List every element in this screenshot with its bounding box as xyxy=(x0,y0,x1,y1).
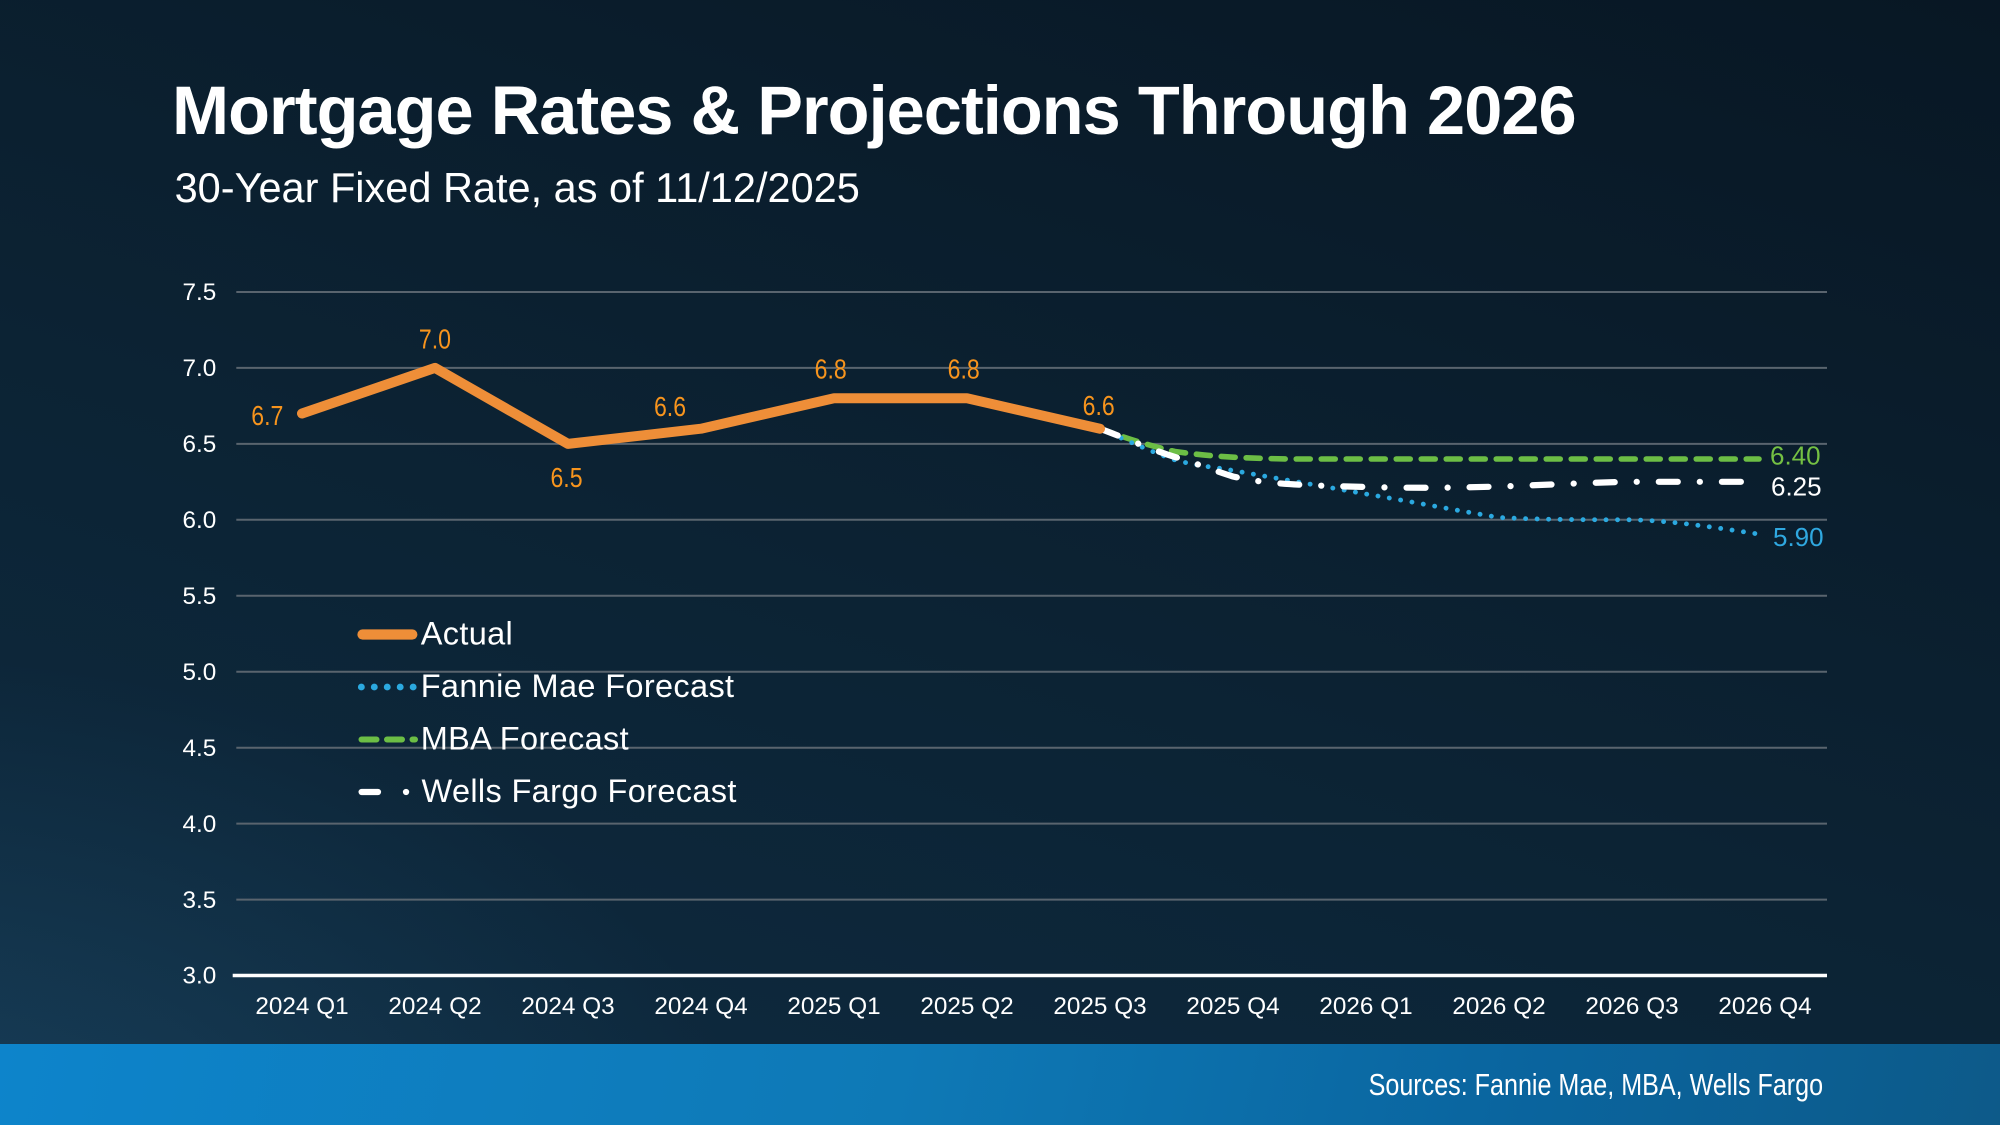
svg-text:2025 Q3: 2025 Q3 xyxy=(1053,993,1146,1020)
svg-text:2026 Q4: 2026 Q4 xyxy=(1718,993,1811,1020)
svg-text:2024 Q3: 2024 Q3 xyxy=(521,993,614,1020)
svg-text:Fannie Mae Forecast: Fannie Mae Forecast xyxy=(421,668,735,704)
svg-text:Actual: Actual xyxy=(421,616,513,652)
svg-text:6.6: 6.6 xyxy=(1083,391,1115,421)
svg-text:4.5: 4.5 xyxy=(183,735,217,762)
svg-text:7.0: 7.0 xyxy=(183,355,217,382)
svg-text:3.5: 3.5 xyxy=(183,887,217,914)
svg-text:6.7: 6.7 xyxy=(251,401,283,431)
svg-text:7.5: 7.5 xyxy=(183,279,217,306)
svg-text:6.8: 6.8 xyxy=(815,355,847,385)
svg-text:5.0: 5.0 xyxy=(183,659,217,686)
svg-text:5.5: 5.5 xyxy=(183,583,217,610)
svg-text:Wells Fargo Forecast: Wells Fargo Forecast xyxy=(422,773,737,809)
svg-text:6.8: 6.8 xyxy=(948,355,980,385)
svg-text:6.40: 6.40 xyxy=(1770,440,1821,470)
svg-text:6.5: 6.5 xyxy=(183,431,217,458)
svg-text:6.5: 6.5 xyxy=(550,463,582,493)
svg-text:7.0: 7.0 xyxy=(419,325,451,355)
svg-text:2025 Q2: 2025 Q2 xyxy=(920,993,1013,1020)
svg-text:2025 Q4: 2025 Q4 xyxy=(1186,993,1279,1020)
svg-text:4.0: 4.0 xyxy=(183,811,217,838)
svg-text:2026 Q2: 2026 Q2 xyxy=(1452,993,1545,1020)
svg-text:2026 Q3: 2026 Q3 xyxy=(1585,993,1678,1020)
svg-text:5.90: 5.90 xyxy=(1773,522,1824,552)
svg-text:2024 Q4: 2024 Q4 xyxy=(654,993,747,1020)
svg-text:2026 Q1: 2026 Q1 xyxy=(1319,993,1412,1020)
svg-text:2024 Q2: 2024 Q2 xyxy=(388,993,481,1020)
svg-text:3.0: 3.0 xyxy=(183,963,217,990)
svg-text:6.25: 6.25 xyxy=(1771,471,1822,501)
svg-text:2024 Q1: 2024 Q1 xyxy=(255,993,348,1020)
svg-text:2025 Q1: 2025 Q1 xyxy=(787,993,880,1020)
svg-text:6.6: 6.6 xyxy=(654,392,686,422)
svg-text:MBA Forecast: MBA Forecast xyxy=(421,721,629,757)
svg-text:6.0: 6.0 xyxy=(183,507,217,534)
